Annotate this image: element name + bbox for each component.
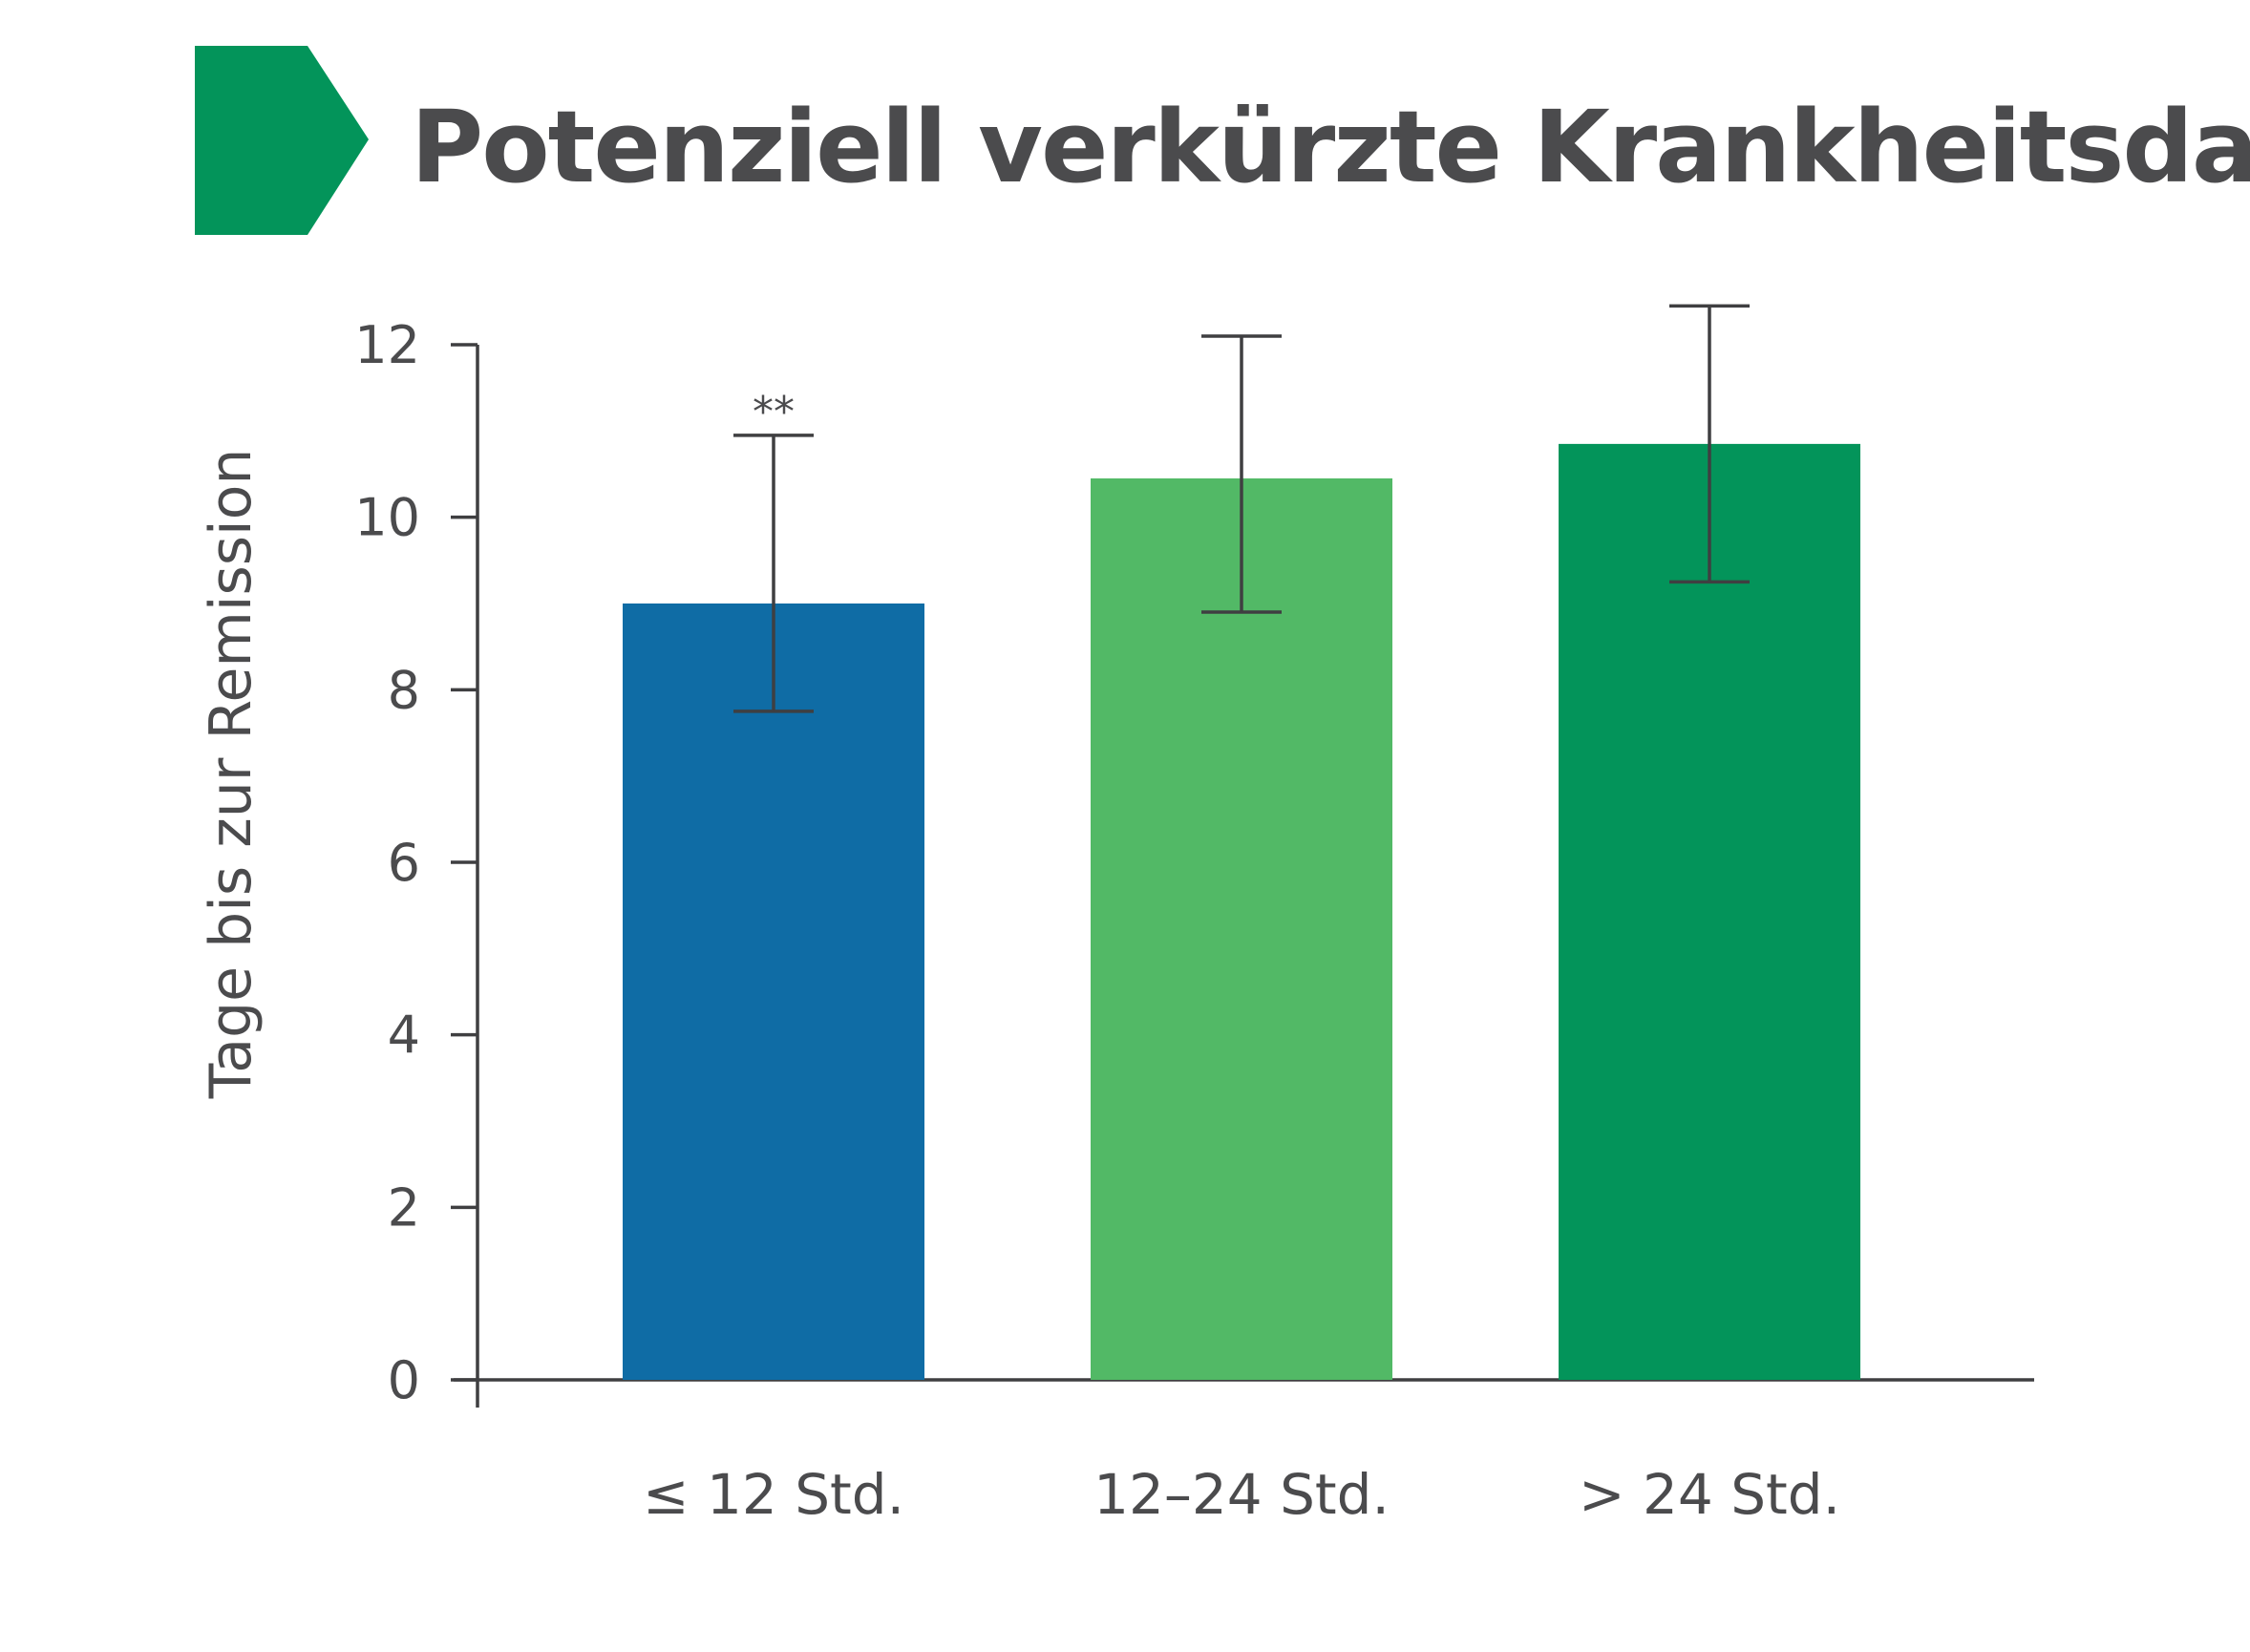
x-tick-label: ≤ 12 Std.: [643, 1462, 904, 1527]
x-tick-label: 12–24 Std.: [1093, 1462, 1390, 1527]
y-tick-label: 10: [354, 488, 420, 548]
y-tick-label: 0: [388, 1350, 420, 1410]
bar: [1091, 478, 1392, 1380]
y-ticks: 0 2 4 6 8 10 12: [354, 315, 478, 1410]
chart-header: Potenziell verkürzte Krankheitsdauer: [195, 46, 2250, 235]
significance-label: **: [753, 388, 795, 436]
bar: [623, 604, 924, 1380]
x-tick-label: > 24 Std.: [1579, 1462, 1840, 1527]
chart-title: Potenziell verkürzte Krankheitsdauer: [411, 89, 2250, 205]
bars: [623, 443, 1860, 1381]
bar: [1559, 443, 1860, 1381]
y-tick-label: 4: [388, 1006, 420, 1066]
y-tick-label: 12: [354, 315, 420, 375]
x-tick-labels: ≤ 12 Std. 12–24 Std. > 24 Std.: [643, 1462, 1840, 1527]
error-bars: [733, 304, 1750, 713]
y-tick-label: 8: [388, 660, 420, 720]
y-tick-label: 6: [388, 833, 420, 893]
annotations: **: [753, 388, 795, 436]
y-tick-label: 2: [388, 1177, 420, 1238]
y-axis-title: Tage bis zur Remission: [198, 449, 265, 1100]
green-arrow-tab-icon: [195, 46, 369, 235]
